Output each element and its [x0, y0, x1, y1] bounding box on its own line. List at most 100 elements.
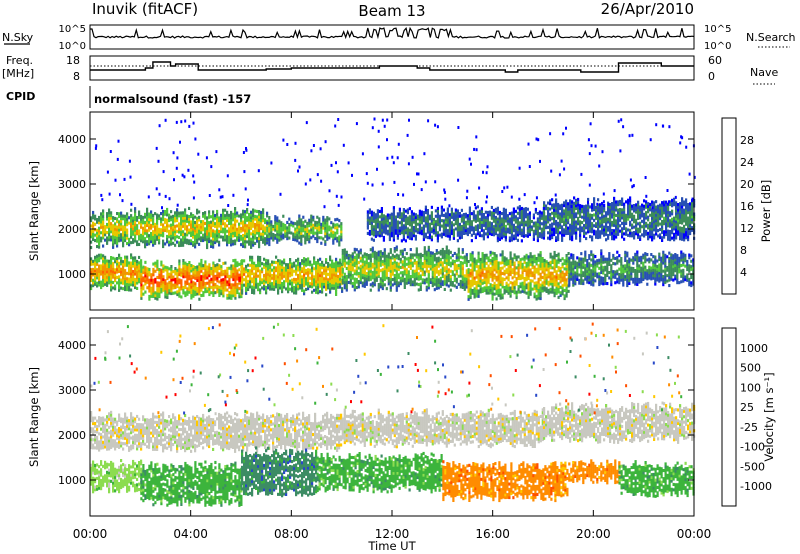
heatmap-cell — [442, 230, 445, 234]
heatmap-cell — [102, 257, 105, 261]
heatmap-cell — [284, 232, 287, 236]
heatmap-cell — [434, 220, 437, 224]
heatmap-cell — [180, 219, 183, 223]
heatmap-cell — [363, 274, 366, 278]
heatmap-cell — [471, 280, 474, 284]
heatmap-cell — [92, 267, 95, 271]
heatmap-cell — [685, 222, 688, 226]
heatmap-cell — [514, 215, 517, 219]
heatmap-cell — [144, 229, 147, 233]
heatmap-cell — [276, 216, 279, 220]
heatmap-cell — [467, 297, 470, 301]
heatmap-cell — [148, 267, 151, 271]
heatmap-cell — [390, 220, 393, 224]
heatmap-cell — [274, 234, 277, 238]
heatmap-cell — [522, 226, 525, 230]
heatmap-cell — [126, 263, 129, 267]
heatmap-cell — [394, 223, 397, 227]
heatmap-cell — [474, 217, 477, 221]
heatmap-cell — [162, 283, 165, 287]
heatmap-cell — [332, 230, 335, 234]
heatmap-cell — [506, 227, 509, 231]
heatmap-cell — [246, 240, 249, 244]
heatmap-cell — [661, 238, 664, 242]
heatmap-cell — [265, 275, 268, 279]
heatmap-cell — [267, 286, 270, 290]
heatmap-cell — [655, 232, 658, 236]
heatmap-cell — [208, 293, 211, 297]
heatmap-cell — [387, 268, 390, 272]
heatmap-cell — [375, 251, 378, 255]
heatmap-cell — [156, 281, 159, 285]
heatmap-cell — [242, 244, 245, 248]
heatmap-cell — [353, 255, 356, 259]
heatmap-cell — [190, 215, 193, 219]
heatmap-cell — [343, 259, 346, 263]
heatmap-cell — [341, 275, 344, 279]
heatmap-cell — [331, 278, 334, 282]
heatmap-cell — [689, 218, 692, 222]
heatmap-cell — [210, 280, 213, 284]
heatmap-cell — [481, 268, 484, 272]
heatmap-cell — [262, 213, 265, 217]
heatmap-cell — [335, 260, 338, 264]
heatmap-cell — [408, 236, 411, 240]
heatmap-cell — [463, 260, 466, 264]
heatmap-cell — [134, 267, 137, 271]
heatmap-cell — [429, 259, 432, 263]
heatmap-cell — [599, 230, 602, 234]
heatmap-cell — [532, 229, 535, 233]
heatmap-cell — [514, 226, 517, 230]
heatmap-cell — [164, 228, 167, 232]
heatmap-cell — [437, 286, 440, 290]
heatmap-cell — [259, 258, 262, 262]
heatmap-cell — [467, 276, 470, 280]
heatmap-cell — [536, 236, 539, 240]
heatmap-cell — [315, 266, 318, 270]
heatmap-cell — [329, 255, 332, 259]
heatmap-cell — [647, 204, 650, 208]
heatmap-cell — [277, 275, 280, 279]
heatmap-cell — [122, 268, 125, 272]
heatmap-cell — [296, 220, 299, 224]
heatmap-cell — [406, 235, 409, 239]
heatmap-cell — [327, 262, 330, 266]
heatmap-cell — [234, 215, 237, 219]
heatmap-cell — [100, 253, 103, 257]
heatmap-cell — [96, 273, 99, 277]
heatmap-cell — [601, 212, 604, 216]
heatmap-cell — [326, 216, 329, 220]
heatmap-cell — [681, 218, 684, 222]
heatmap-cell — [222, 230, 225, 234]
heatmap-cell — [481, 281, 484, 285]
heatmap-cell — [296, 236, 299, 240]
heatmap-cell — [222, 238, 225, 242]
heatmap-cell — [98, 218, 101, 222]
heatmap-cell — [222, 283, 225, 287]
heatmap-cell — [689, 215, 692, 219]
heatmap-cell — [170, 283, 173, 287]
heatmap-cell — [204, 227, 207, 231]
heatmap-cell — [118, 280, 121, 284]
heatmap-cell — [412, 215, 415, 219]
heatmap-cell — [152, 289, 155, 293]
heatmap-cell — [116, 225, 119, 229]
heatmap-cell — [289, 258, 292, 262]
heatmap-cell — [478, 217, 481, 221]
heatmap-cell — [463, 255, 466, 259]
heatmap-cell — [500, 217, 503, 221]
heatmap-cell — [593, 224, 596, 228]
heatmap-cell — [230, 286, 233, 290]
heatmap-cell — [522, 232, 525, 236]
heatmap-cell — [234, 207, 237, 211]
heatmap-cell — [162, 228, 165, 232]
heatmap-cell — [549, 237, 552, 241]
heatmap-cell — [605, 216, 608, 220]
heatmap-cell — [124, 228, 127, 232]
heatmap-cell — [202, 274, 205, 278]
heatmap-cell — [170, 273, 173, 277]
heatmap-cell — [108, 275, 111, 279]
heatmap-cell — [673, 235, 676, 239]
heatmap-cell — [241, 278, 244, 282]
heatmap-cell — [164, 290, 167, 294]
